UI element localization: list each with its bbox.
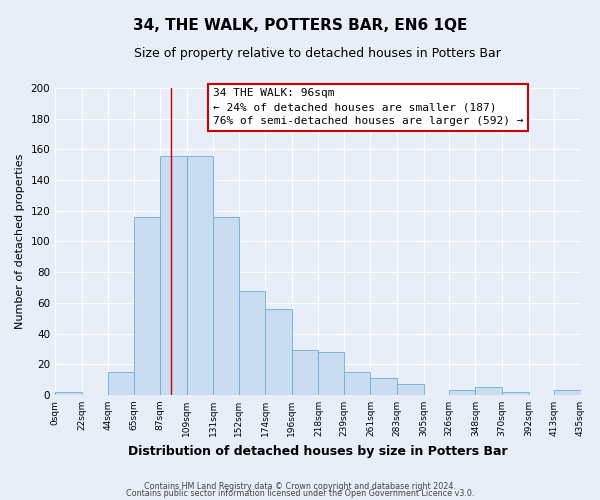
Text: 34, THE WALK, POTTERS BAR, EN6 1QE: 34, THE WALK, POTTERS BAR, EN6 1QE — [133, 18, 467, 32]
Bar — [292, 350, 319, 395]
Bar — [475, 388, 502, 395]
Text: Contains HM Land Registry data © Crown copyright and database right 2024.: Contains HM Land Registry data © Crown c… — [144, 482, 456, 491]
Bar — [319, 352, 344, 395]
Bar — [239, 290, 265, 395]
Text: Contains public sector information licensed under the Open Government Licence v3: Contains public sector information licen… — [126, 489, 474, 498]
Bar — [554, 390, 581, 395]
Bar — [134, 217, 160, 395]
Bar — [214, 217, 239, 395]
X-axis label: Distribution of detached houses by size in Potters Bar: Distribution of detached houses by size … — [128, 444, 508, 458]
Bar — [397, 384, 424, 395]
Bar — [160, 156, 187, 395]
Title: Size of property relative to detached houses in Potters Bar: Size of property relative to detached ho… — [134, 48, 501, 60]
Bar — [449, 390, 475, 395]
Y-axis label: Number of detached properties: Number of detached properties — [15, 154, 25, 329]
Text: 34 THE WALK: 96sqm
← 24% of detached houses are smaller (187)
76% of semi-detach: 34 THE WALK: 96sqm ← 24% of detached hou… — [213, 88, 523, 126]
Bar — [265, 309, 292, 395]
Bar — [370, 378, 397, 395]
Bar — [55, 392, 82, 395]
Bar — [187, 156, 214, 395]
Bar — [502, 392, 529, 395]
Bar — [109, 372, 134, 395]
Bar — [344, 372, 370, 395]
